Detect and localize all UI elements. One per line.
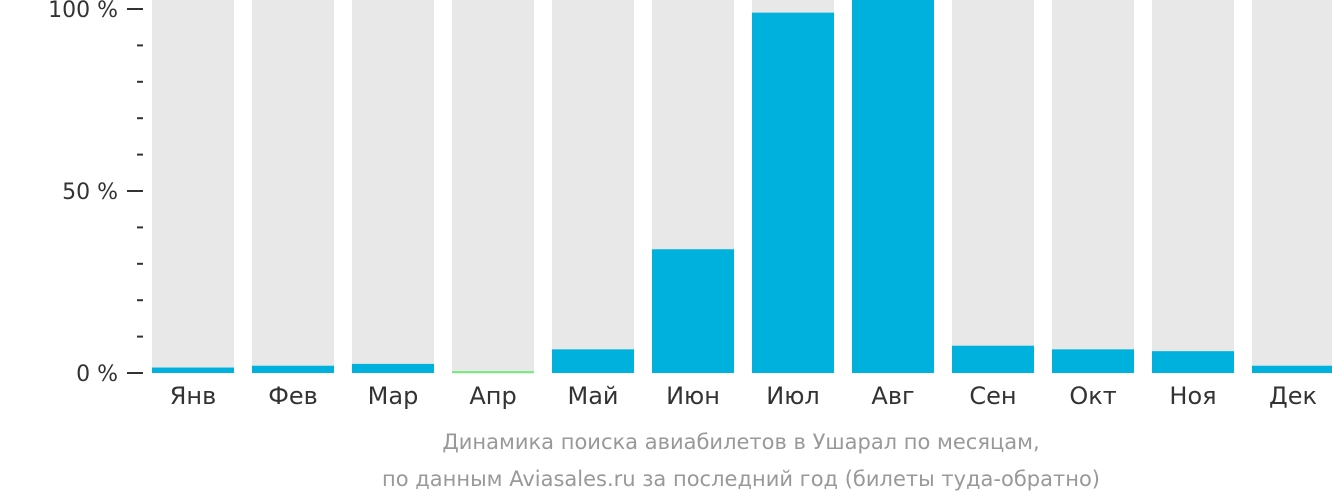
x-tick-label: Окт [1069,382,1116,410]
x-tick-label: Авг [871,382,914,410]
bar-10[interactable] [1052,349,1134,373]
bar-3[interactable] [352,363,434,373]
background-bars [152,0,1332,373]
bar-12[interactable] [1252,365,1332,373]
data-bars [152,0,1332,374]
x-tick-label: Мар [368,382,419,410]
x-tick-label: Дек [1269,382,1317,410]
bar-background-12 [1252,0,1332,373]
y-tick-label: 100 % [48,0,118,23]
y-tick-label: 50 % [62,180,118,205]
bar-1[interactable] [152,367,234,373]
x-axis: Янв Фев Мар Апр Май Июн Июл Авг Сен Окт Ноя Дек [170,382,1317,410]
x-tick-label: Июл [766,382,820,410]
bar-4[interactable] [452,371,534,374]
bar-background-10 [1052,0,1134,373]
bar-8[interactable] [852,0,934,373]
chart-subtitle: по данным Aviasales.ru за последний год … [382,467,1100,491]
bar-background-3 [352,0,434,373]
bar-5[interactable] [552,349,634,373]
x-tick-label: Апр [469,382,516,410]
y-tick-label: 0 % [76,362,118,387]
bar-background-11 [1152,0,1234,373]
x-tick-label: Янв [170,382,217,410]
bar-6[interactable] [652,249,734,373]
bar-background-9 [952,0,1034,373]
bar-2[interactable] [252,365,334,373]
x-tick-label: Май [567,382,618,410]
bar-background-5 [552,0,634,373]
bar-background-1 [152,0,234,373]
x-tick-label: Июн [666,382,720,410]
chart-title: Динамика поиска авиабилетов в Ушарал по … [442,430,1040,454]
y-axis: 0 % 50 % 100 % [48,0,143,387]
x-tick-label: Сен [969,382,1016,410]
bar-7[interactable] [752,12,834,373]
bar-11[interactable] [1152,351,1234,373]
bar-background-4 [452,0,534,373]
x-tick-label: Фев [268,382,318,410]
x-tick-label: Ноя [1169,382,1216,410]
bar-9[interactable] [952,345,1034,373]
bar-background-2 [252,0,334,373]
